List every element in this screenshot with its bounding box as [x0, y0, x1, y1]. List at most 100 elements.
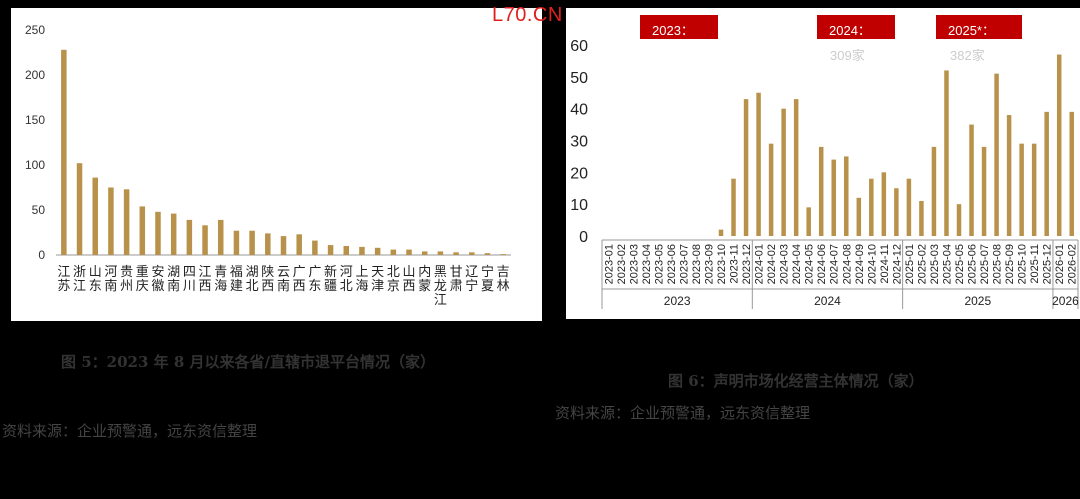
x-tick-label: 西 — [403, 279, 416, 294]
bar — [793, 99, 799, 236]
bar — [374, 247, 381, 255]
x-tick-label: 龙 — [434, 279, 447, 294]
bar — [931, 146, 937, 236]
right-chart-caption: 图 6：声明市场化经营主体情况（家） — [668, 372, 924, 390]
year-group-label: 2024 — [814, 294, 841, 308]
y-tick-label: 0 — [38, 248, 45, 262]
x-tick-label: 2024-08 — [841, 244, 853, 284]
y-tick-label: 60 — [570, 38, 588, 55]
x-tick-label: 2025-08 — [992, 244, 1004, 284]
bar — [406, 249, 412, 255]
x-tick-label: 2024-02 — [766, 244, 778, 284]
x-tick-label: 2023-10 — [716, 244, 728, 284]
x-tick-label: 建 — [230, 279, 243, 294]
x-tick-label: 2024-05 — [804, 244, 816, 284]
year-banner-2023: 2023： — [640, 15, 718, 39]
x-tick-label: 2024-11 — [879, 244, 891, 284]
x-tick-label: 川 — [183, 279, 196, 294]
x-tick-label: 2025-03 — [929, 244, 941, 284]
bar — [280, 236, 287, 255]
x-tick-label: 北 — [387, 265, 400, 280]
x-tick-label: 云 — [277, 265, 290, 280]
x-tick-label: 庆 — [136, 279, 149, 294]
left-bar-chart: 050100150200250江苏浙江山东河南贵州重庆安徽湖南四川江西青海福建湖… — [25, 23, 511, 308]
y-tick-label: 20 — [570, 165, 588, 182]
bar — [994, 73, 999, 237]
bar — [500, 254, 506, 255]
x-tick-label: 2025-01 — [904, 244, 916, 284]
x-tick-label: 天 — [371, 265, 384, 280]
watermark-text: L70.CN — [492, 4, 563, 26]
x-tick-label: 山 — [89, 265, 102, 280]
x-tick-label: 西 — [261, 279, 274, 294]
y-tick-label: 30 — [570, 134, 588, 151]
x-tick-label: 2023-03 — [628, 244, 640, 284]
x-tick-label: 2025-11 — [1029, 244, 1041, 284]
year-group-label: 2025 — [964, 294, 991, 308]
x-tick-label: 肃 — [450, 279, 463, 294]
x-tick-label: 蒙 — [418, 279, 431, 294]
x-tick-label: 广 — [293, 265, 306, 280]
x-tick-label: 河 — [340, 265, 353, 280]
x-tick-label: 浙 — [73, 265, 86, 280]
bar — [202, 225, 208, 255]
x-tick-label: 南 — [104, 278, 117, 294]
y-tick-label: 100 — [25, 158, 45, 172]
x-tick-label: 2023-11 — [729, 244, 741, 284]
year-banner-2025: 2025*： — [936, 15, 1022, 39]
y-tick-label: 150 — [25, 113, 45, 127]
x-tick-label: 2023-06 — [666, 244, 678, 284]
x-tick-label: 陕 — [261, 265, 274, 280]
x-tick-label: 2023-09 — [703, 244, 715, 284]
bar — [76, 163, 83, 255]
x-tick-label: 海 — [355, 279, 368, 294]
bar — [170, 213, 177, 255]
right-chart-panel: 0 10 20 30 40 50 60 2023-01 2023-02 2023-03 2023-0… — [566, 8, 1080, 319]
bar — [1069, 111, 1074, 236]
bar — [155, 211, 161, 255]
y-tick-label: 200 — [25, 68, 45, 82]
x-tick-label: 林 — [497, 279, 510, 294]
x-tick-label: 2023-07 — [678, 244, 690, 284]
x-tick-label: 西 — [293, 279, 306, 294]
x-tick-label: 津 — [371, 279, 384, 294]
bar — [831, 159, 836, 236]
x-tick-label: 夏 — [481, 279, 494, 294]
bar — [265, 233, 271, 255]
y-tick-label: 50 — [32, 203, 46, 217]
x-tick-label: 2026-02 — [1067, 244, 1079, 284]
x-tick-label: 州 — [120, 279, 133, 294]
bar — [233, 230, 240, 255]
x-tick-label: 湖 — [246, 265, 259, 280]
bar — [781, 108, 786, 236]
x-tick-label: 四 — [183, 265, 196, 280]
bar — [1044, 111, 1049, 236]
y-tick-label: 40 — [570, 102, 588, 119]
x-tick-label: 2023-08 — [691, 244, 703, 284]
bar — [186, 219, 193, 255]
bar — [327, 245, 334, 255]
bar — [312, 240, 318, 255]
x-tick-label: 南 — [277, 278, 290, 294]
x-tick-label: 徽 — [151, 279, 164, 294]
bar — [1006, 115, 1012, 236]
bar — [359, 246, 365, 255]
year-banner-2025-count: 382家 — [950, 48, 985, 63]
x-tick-label: 疆 — [324, 279, 337, 294]
x-tick-label: 江 — [199, 265, 212, 280]
bar — [756, 92, 761, 236]
bar — [390, 249, 397, 255]
bar — [61, 49, 67, 255]
bar — [919, 200, 924, 236]
x-tick-label: 2025-05 — [954, 244, 966, 284]
bar — [484, 253, 491, 255]
x-tick-label: 东 — [308, 279, 321, 294]
bar — [731, 178, 736, 236]
bar — [768, 143, 774, 236]
x-tick-label: 2025-04 — [941, 244, 953, 284]
bar — [296, 234, 302, 255]
bar — [1031, 143, 1037, 236]
x-tick-label: 2024-07 — [829, 244, 841, 284]
bar — [437, 251, 444, 255]
x-tick-label: 海 — [214, 279, 227, 294]
